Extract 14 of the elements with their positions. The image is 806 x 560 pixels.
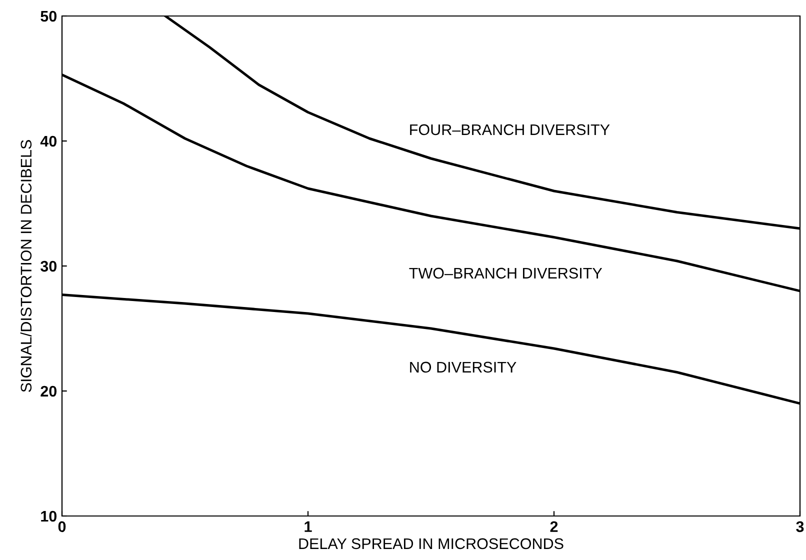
y-axis-title: SIGNAL/DISTORTION IN DECIBELS <box>20 140 32 392</box>
x-tick-label: 3 <box>796 521 804 532</box>
x-tick-label: 2 <box>550 521 558 532</box>
y-tick-label: 40 <box>40 136 57 147</box>
annotation: FOUR–BRANCH DIVERSITY <box>410 124 610 136</box>
y-tick-label: 20 <box>40 386 57 397</box>
x-axis-title: DELAY SPREAD IN MICROSECONDS <box>299 538 564 550</box>
y-tick-label: 30 <box>40 260 57 272</box>
y-tick-label: 50 <box>40 10 57 22</box>
x-tick-label: 0 <box>58 521 66 532</box>
annotation: NO DIVERSITY <box>410 362 516 373</box>
annotation: TWO–BRANCH DIVERSITY <box>409 268 602 279</box>
x-tick-label: 1 <box>304 521 312 532</box>
y-tick-label: 10 <box>41 510 57 522</box>
